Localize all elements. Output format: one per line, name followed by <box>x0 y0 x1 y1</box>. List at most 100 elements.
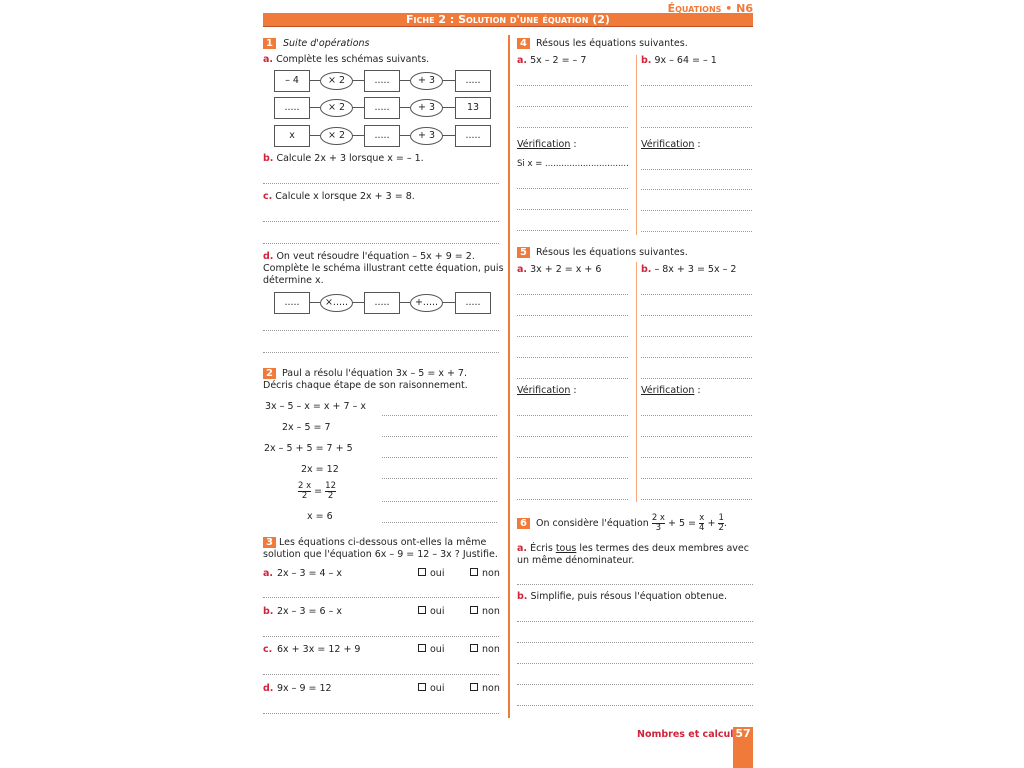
value-box: ..... <box>455 125 491 147</box>
answer-line[interactable] <box>517 457 628 458</box>
checkbox-icon[interactable] <box>470 568 478 576</box>
checkbox-oui[interactable]: oui <box>418 683 444 694</box>
answer-line[interactable] <box>517 106 628 107</box>
ex3-heading: 3 Les équations ci-dessous ont-elles la … <box>263 537 498 548</box>
answer-line[interactable] <box>263 243 499 244</box>
checkbox-icon[interactable] <box>470 683 478 691</box>
answer-line[interactable] <box>641 231 752 232</box>
checkbox-non[interactable]: non <box>470 568 500 579</box>
answer-line[interactable] <box>382 415 497 416</box>
answer-line[interactable] <box>263 183 499 184</box>
ex4-b: b. 9x – 64 = – 1 <box>641 55 717 66</box>
checkbox-oui[interactable]: oui <box>418 568 444 579</box>
answer-line[interactable] <box>641 336 752 337</box>
checkbox-oui[interactable]: oui <box>418 606 444 617</box>
answer-line[interactable] <box>641 457 752 458</box>
label: b. <box>641 264 652 275</box>
answer-line[interactable] <box>641 499 752 500</box>
answer-line[interactable] <box>641 478 752 479</box>
value-box: ..... <box>364 292 400 314</box>
checkbox-icon[interactable] <box>418 683 426 691</box>
answer-line[interactable] <box>517 85 628 86</box>
answer-line[interactable] <box>517 294 628 295</box>
label: b. <box>641 55 652 66</box>
answer-line[interactable] <box>641 210 752 211</box>
answer-line[interactable] <box>641 127 752 128</box>
checkbox-icon[interactable] <box>418 644 426 652</box>
answer-line[interactable] <box>641 294 752 295</box>
checkbox-icon[interactable] <box>418 568 426 576</box>
answer-line[interactable] <box>517 127 628 128</box>
answer-line[interactable] <box>517 499 628 500</box>
operation-ellipse: ×..... <box>320 294 353 312</box>
reasoning-step: x = 6 <box>307 511 333 522</box>
ex5-number: 5 <box>517 247 530 258</box>
answer-line[interactable] <box>641 106 752 107</box>
arrow <box>351 135 364 136</box>
label: b. <box>263 153 274 164</box>
answer-line[interactable] <box>382 501 497 502</box>
checkbox-oui[interactable]: oui <box>418 644 444 655</box>
answer-line[interactable] <box>263 636 499 637</box>
checkbox-non[interactable]: non <box>470 606 500 617</box>
text: Vérification <box>641 139 695 150</box>
connector <box>308 80 320 81</box>
answer-line[interactable] <box>641 189 752 190</box>
answer-line[interactable] <box>517 415 628 416</box>
checkbox-non[interactable]: non <box>470 644 500 655</box>
answer-line[interactable] <box>641 378 752 379</box>
checkbox-icon[interactable] <box>470 644 478 652</box>
answer-line[interactable] <box>517 230 628 231</box>
answer-line[interactable] <box>517 478 628 479</box>
answer-line[interactable] <box>263 597 499 598</box>
answer-line[interactable] <box>517 336 628 337</box>
text: Résous les équations suivantes. <box>536 247 688 258</box>
answer-line[interactable] <box>517 436 628 437</box>
answer-line[interactable] <box>517 705 753 706</box>
answer-line[interactable] <box>517 209 628 210</box>
answer-line[interactable] <box>517 642 753 643</box>
plus: + <box>707 518 716 529</box>
checkbox-non[interactable]: non <box>470 683 500 694</box>
answer-line[interactable] <box>382 478 497 479</box>
answer-line[interactable] <box>641 357 752 358</box>
ex5-heading: 5 Résous les équations suivantes. <box>517 247 688 258</box>
period: . <box>723 518 727 529</box>
answer-line[interactable] <box>517 584 753 585</box>
answer-line[interactable] <box>641 85 752 86</box>
answer-line[interactable] <box>263 221 499 222</box>
answer-line[interactable] <box>641 415 752 416</box>
answer-line[interactable] <box>382 436 497 437</box>
item-label: d. <box>263 683 274 694</box>
connector <box>308 302 320 303</box>
answer-line[interactable] <box>517 684 753 685</box>
answer-line[interactable] <box>517 378 628 379</box>
answer-line[interactable] <box>517 663 753 664</box>
answer-line[interactable] <box>263 330 499 331</box>
answer-line[interactable] <box>263 713 499 714</box>
answer-line[interactable] <box>517 621 753 622</box>
column-divider <box>508 35 510 718</box>
answer-line[interactable] <box>263 352 499 353</box>
operation-ellipse: × 2 <box>320 127 353 145</box>
answer-line[interactable] <box>517 188 628 189</box>
answer-line[interactable] <box>382 522 497 523</box>
value-box: ..... <box>364 97 400 119</box>
text: Paul a résolu l'équation 3x – 5 = x + 7. <box>282 368 467 379</box>
ex6-b: b. Simplifie, puis résous l'équation obt… <box>517 591 727 602</box>
answer-line[interactable] <box>641 436 752 437</box>
text: Les équations ci-dessous ont-elles la mê… <box>279 537 487 548</box>
answer-line[interactable] <box>263 674 499 675</box>
answer-line[interactable] <box>382 457 497 458</box>
checkbox-icon[interactable] <box>418 606 426 614</box>
label: b. <box>517 591 528 602</box>
ex1-heading: 1 Suite d'opérations <box>263 38 369 49</box>
checkbox-icon[interactable] <box>470 606 478 614</box>
answer-line[interactable] <box>641 315 752 316</box>
ex3-number: 3 <box>263 537 276 548</box>
answer-line[interactable] <box>641 169 752 170</box>
answer-line[interactable] <box>517 315 628 316</box>
value-box: ..... <box>455 70 491 92</box>
label: a. <box>517 543 528 554</box>
answer-line[interactable] <box>517 357 628 358</box>
